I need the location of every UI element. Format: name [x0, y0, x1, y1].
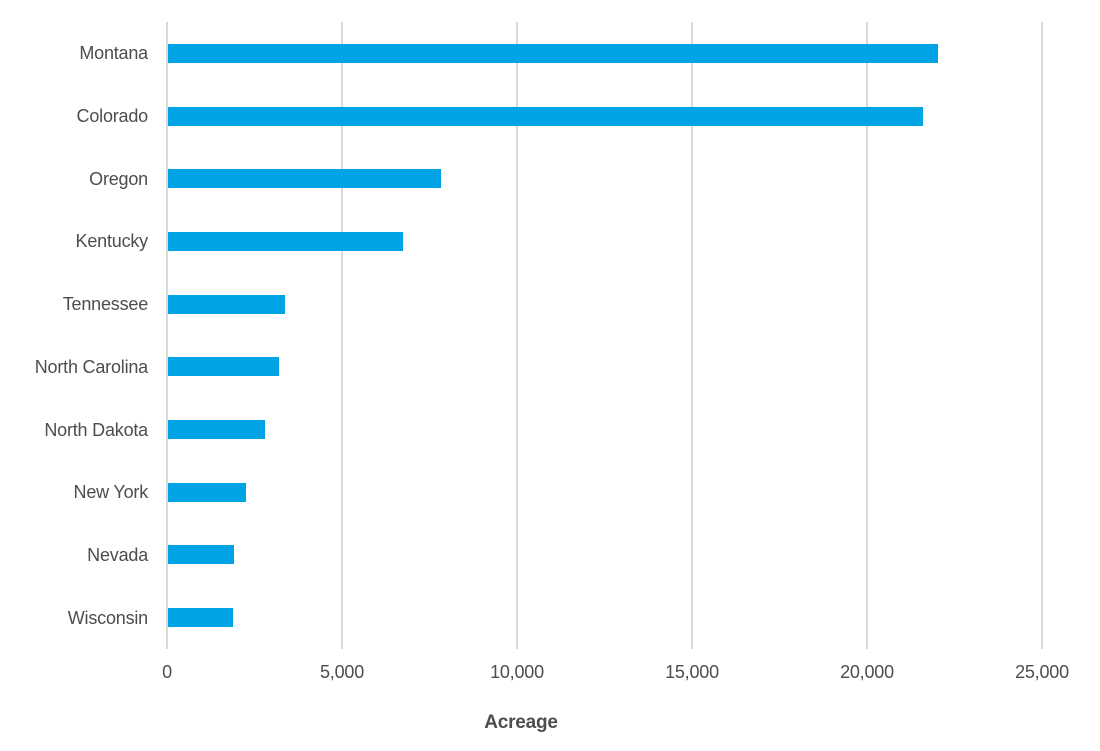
- y-label-north-dakota: North Dakota: [44, 419, 148, 440]
- x-tick-label: 20,000: [840, 662, 894, 682]
- gridline-20000: [866, 22, 868, 649]
- x-axis-title: Acreage: [484, 712, 558, 733]
- x-tick-label: 10,000: [490, 662, 544, 682]
- x-tick-label: 15,000: [665, 662, 719, 682]
- y-label-nevada: Nevada: [87, 544, 148, 565]
- bar-montana: [168, 43, 938, 63]
- x-tick-label: 5,000: [319, 662, 365, 682]
- y-label-wisconsin: Wisconsin: [67, 607, 148, 628]
- bar-wisconsin: [168, 608, 233, 628]
- bar-north-dakota: [168, 420, 266, 440]
- gridline-15000: [691, 22, 693, 649]
- gridline-10000: [516, 22, 518, 649]
- y-label-tennessee: Tennessee: [62, 294, 148, 315]
- bar-colorado: [168, 106, 924, 126]
- gridline-25000: [1041, 22, 1043, 649]
- y-label-kentucky: Kentucky: [75, 231, 149, 252]
- x-tick-label: 0: [162, 662, 172, 682]
- bar-kentucky: [168, 231, 403, 251]
- y-label-new-york: New York: [73, 482, 149, 503]
- bar-new-york: [168, 482, 247, 502]
- gridline-0: [166, 22, 168, 649]
- y-label-colorado: Colorado: [76, 106, 149, 127]
- x-tick-label: 25,000: [1015, 662, 1069, 682]
- bar-nevada: [168, 545, 234, 565]
- bar-tennessee: [168, 294, 285, 314]
- y-label-montana: Montana: [79, 43, 148, 64]
- y-label-oregon: Oregon: [89, 168, 148, 189]
- y-label-north-carolina: North Carolina: [34, 356, 148, 377]
- plot-area: [166, 22, 1043, 649]
- gridline-5000: [341, 22, 343, 649]
- bar-oregon: [168, 169, 442, 189]
- bar-north-carolina: [168, 357, 280, 377]
